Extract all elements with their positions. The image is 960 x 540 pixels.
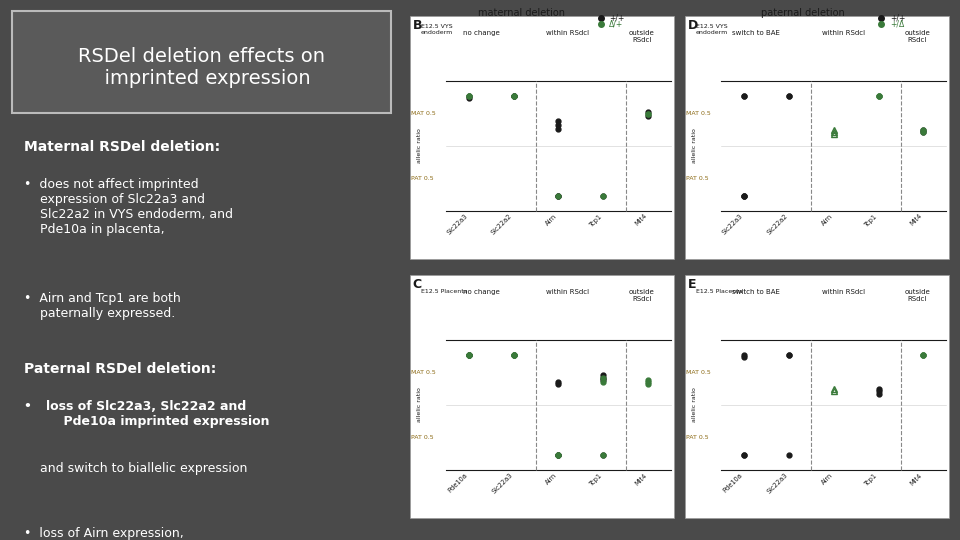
Text: PAT 0.5: PAT 0.5	[411, 435, 433, 440]
Text: C: C	[413, 278, 421, 291]
Text: allelic ratio: allelic ratio	[418, 388, 422, 422]
Text: E12.5 VYS
endoderm: E12.5 VYS endoderm	[696, 24, 729, 35]
Text: Mlt4: Mlt4	[634, 472, 648, 487]
Text: Tcp1: Tcp1	[588, 472, 604, 487]
Text: Slc22a2: Slc22a2	[766, 213, 789, 236]
Text: outside
RSdcl: outside RSdcl	[629, 289, 655, 302]
Text: Airn: Airn	[545, 213, 559, 226]
Text: Paternal RSDel deletion:: Paternal RSDel deletion:	[24, 362, 216, 376]
Text: within RSdcl: within RSdcl	[822, 30, 865, 36]
Text: Slc22a3: Slc22a3	[445, 213, 468, 235]
Text: E12.5 Placenta: E12.5 Placenta	[696, 289, 743, 294]
Text: within RSdcl: within RSdcl	[546, 30, 589, 36]
Text: Mlt4: Mlt4	[909, 472, 924, 487]
Text: •: •	[24, 400, 41, 413]
FancyBboxPatch shape	[410, 275, 674, 518]
Text: no change: no change	[463, 30, 499, 36]
Text: outside
RSdcl: outside RSdcl	[904, 289, 930, 302]
Text: outside
RSdcl: outside RSdcl	[904, 30, 930, 43]
FancyBboxPatch shape	[12, 11, 391, 113]
Text: no change: no change	[463, 289, 499, 295]
Text: maternal deletion: maternal deletion	[478, 9, 565, 18]
Text: PAT 0.5: PAT 0.5	[686, 176, 708, 181]
Text: MAT 0.5: MAT 0.5	[686, 370, 710, 375]
Text: +/Δ: +/Δ	[890, 20, 904, 29]
Text: Mlt4: Mlt4	[909, 213, 924, 227]
Text: loss of Slc22a3, Slc22a2 and
    Pde10a imprinted expression: loss of Slc22a3, Slc22a2 and Pde10a impr…	[46, 400, 270, 428]
Text: allelic ratio: allelic ratio	[692, 388, 697, 422]
Text: Maternal RSDel deletion:: Maternal RSDel deletion:	[24, 140, 220, 154]
Text: Airn: Airn	[820, 213, 833, 226]
FancyBboxPatch shape	[684, 275, 948, 518]
Text: PAT 0.5: PAT 0.5	[411, 176, 433, 181]
Text: paternal deletion: paternal deletion	[761, 9, 845, 18]
Text: within RSdcl: within RSdcl	[546, 289, 589, 295]
Text: Δ/+: Δ/+	[609, 20, 623, 29]
Text: switch to BAE: switch to BAE	[732, 30, 780, 36]
Text: Pde10a: Pde10a	[446, 472, 468, 494]
Text: •  loss of Airn expression,: • loss of Airn expression,	[24, 526, 184, 539]
Text: Airn: Airn	[820, 472, 833, 485]
Text: E12.5 Placenta: E12.5 Placenta	[420, 289, 468, 294]
Text: Slc22a3: Slc22a3	[766, 472, 789, 495]
Text: outside
RSdcl: outside RSdcl	[629, 30, 655, 43]
Text: Slc22a2: Slc22a2	[491, 213, 514, 236]
Text: MAT 0.5: MAT 0.5	[686, 111, 710, 116]
Text: B: B	[413, 19, 422, 32]
Text: allelic ratio: allelic ratio	[692, 129, 697, 163]
Text: Tcp1: Tcp1	[864, 213, 878, 227]
Text: +/+: +/+	[609, 14, 624, 23]
Text: allelic ratio: allelic ratio	[418, 129, 422, 163]
Text: Airn: Airn	[545, 472, 559, 485]
Text: Pde10a: Pde10a	[722, 472, 744, 494]
Text: •  Airn and Tcp1 are both
    paternally expressed.: • Airn and Tcp1 are both paternally expr…	[24, 292, 180, 320]
Text: within RSdcl: within RSdcl	[822, 289, 865, 295]
Text: Slc22a3: Slc22a3	[491, 472, 514, 495]
Text: Tcp1: Tcp1	[588, 213, 604, 227]
Text: D: D	[687, 19, 698, 32]
Text: and switch to biallelic expression: and switch to biallelic expression	[24, 462, 248, 475]
Text: Tcp1: Tcp1	[864, 472, 878, 487]
Text: E: E	[687, 278, 696, 291]
Text: Mlt4: Mlt4	[634, 213, 648, 227]
Text: MAT 0.5: MAT 0.5	[411, 111, 436, 116]
Text: RSDel deletion effects on
  imprinted expression: RSDel deletion effects on imprinted expr…	[78, 47, 325, 88]
Text: +/+: +/+	[890, 14, 905, 23]
Text: •  does not affect imprinted
    expression of Slc22a3 and
    Slc22a2 in VYS en: • does not affect imprinted expression o…	[24, 178, 233, 236]
Text: PAT 0.5: PAT 0.5	[686, 435, 708, 440]
FancyBboxPatch shape	[684, 16, 948, 259]
Text: Slc22a3: Slc22a3	[721, 213, 744, 235]
Text: E12.5 VYS
endoderm: E12.5 VYS endoderm	[420, 24, 453, 35]
FancyBboxPatch shape	[410, 16, 674, 259]
Text: MAT 0.5: MAT 0.5	[411, 370, 436, 375]
Text: switch to BAE: switch to BAE	[732, 289, 780, 295]
